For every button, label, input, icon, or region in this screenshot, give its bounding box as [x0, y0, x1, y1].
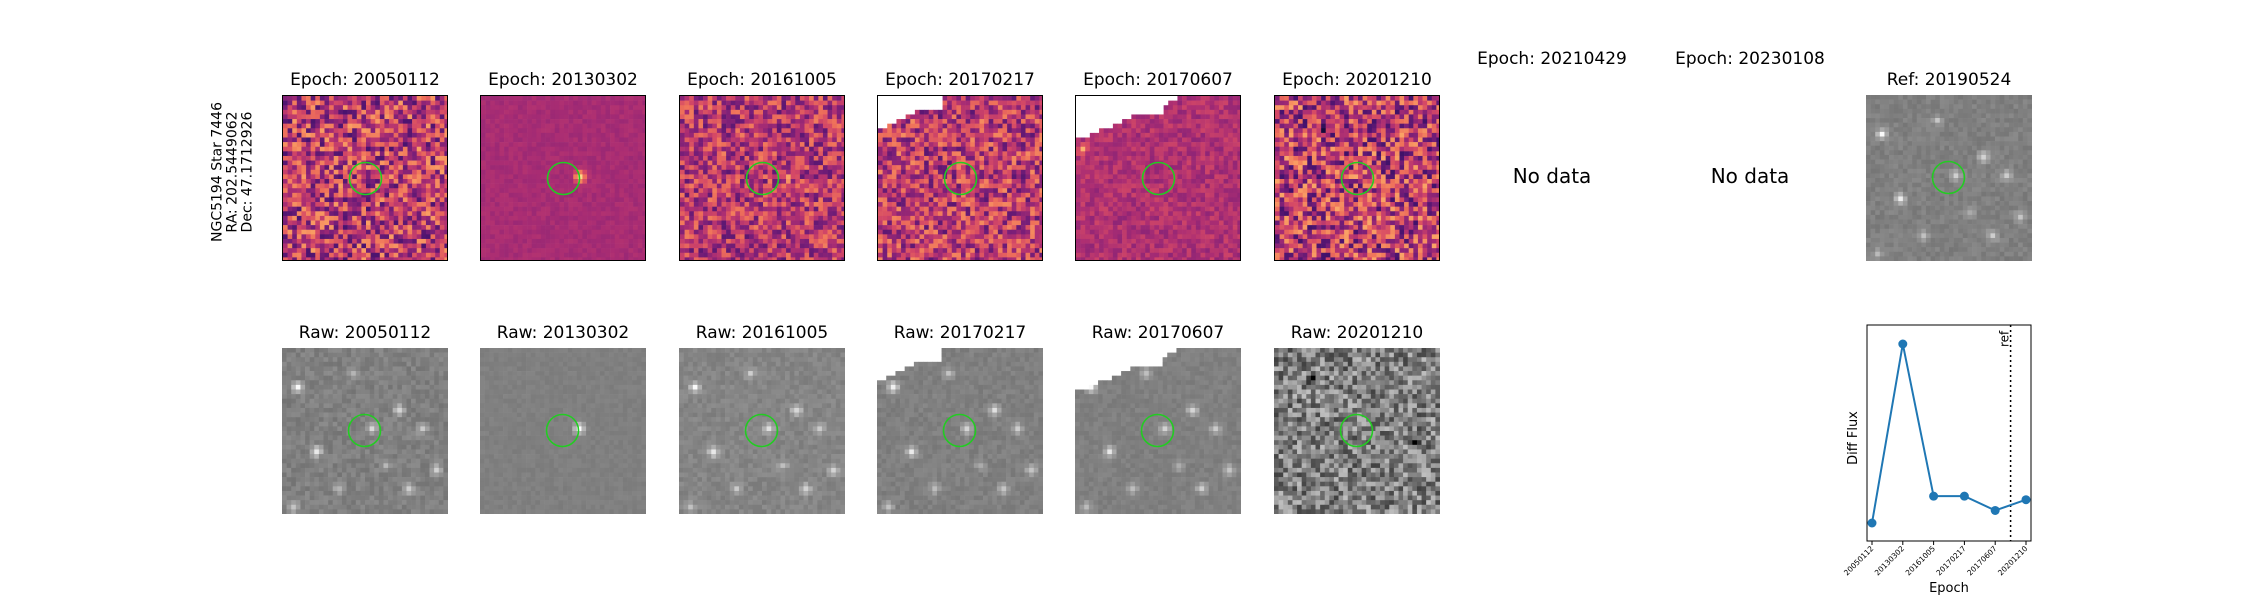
x-tick-label: 20170607	[1965, 544, 1999, 578]
diff-title-2: Epoch: 20130302	[488, 70, 638, 90]
x-axis-label: Epoch	[1929, 581, 1969, 596]
raw-image-5	[1075, 348, 1241, 514]
target-circle	[744, 413, 779, 448]
data-point	[1929, 491, 1939, 501]
raw-title-6: Raw: 20201210	[1290, 323, 1424, 343]
diff-image-5	[1075, 95, 1241, 261]
target-circle	[545, 413, 580, 448]
raw-title-5: Raw: 20170607	[1091, 323, 1225, 343]
diff-title-7: Epoch: 20210429	[1477, 49, 1627, 69]
diff-image-3	[679, 95, 845, 261]
diff-title-3: Epoch: 20161005	[687, 70, 837, 90]
raw-image-6	[1274, 348, 1440, 514]
data-point	[1990, 505, 2000, 515]
no-data-2: No data	[1710, 164, 1790, 188]
x-tick-label: 20201210	[1996, 544, 2030, 578]
raw-image-3	[679, 348, 845, 514]
diff-title-6: Epoch: 20201210	[1282, 70, 1432, 90]
diff-image-6	[1274, 95, 1440, 261]
target-circle	[943, 161, 978, 196]
raw-image-2	[480, 348, 646, 514]
raw-title-4: Raw: 20170217	[893, 323, 1027, 343]
raw-image-1	[282, 348, 448, 514]
target-circle	[347, 413, 382, 448]
target-circle	[1931, 160, 1966, 195]
diff-title-8: Epoch: 20230108	[1675, 49, 1825, 69]
diff-title-5: Epoch: 20170607	[1083, 70, 1233, 90]
series-line	[1871, 343, 2027, 524]
data-point	[1959, 491, 1969, 501]
x-tick-label: 20161005	[1904, 544, 1938, 578]
diff-title-4: Epoch: 20170217	[885, 70, 1035, 90]
target-circle	[745, 161, 780, 196]
target-circle	[1140, 413, 1175, 448]
diff-image-2	[480, 95, 646, 261]
target-circle	[1340, 161, 1375, 196]
target-circle	[348, 161, 383, 196]
target-dec: Dec: 47.1712926	[239, 111, 256, 233]
data-point	[2021, 495, 2031, 505]
target-ra: RA: 202.5449062	[224, 111, 241, 233]
diff-image-4	[877, 95, 1043, 261]
diff-image-1	[282, 95, 448, 261]
target-name: NGC5194 Star 7446	[209, 102, 226, 242]
target-circle	[546, 161, 581, 196]
x-tick-label: 20050112	[1842, 544, 1876, 578]
raw-title-3: Raw: 20161005	[695, 323, 829, 343]
diff-title-1: Epoch: 20050112	[290, 70, 440, 90]
target-circle	[1141, 161, 1176, 196]
reference-line-label: ref	[1998, 330, 2012, 347]
target-circle	[942, 413, 977, 448]
plot-frame	[1866, 324, 2032, 542]
data-point	[1898, 339, 1908, 349]
x-tick-label: 20170217	[1934, 544, 1968, 578]
data-point	[1867, 518, 1877, 528]
raw-image-4	[877, 348, 1043, 514]
no-data-1: No data	[1512, 164, 1592, 188]
target-circle	[1339, 413, 1374, 448]
raw-title-2: Raw: 20130302	[496, 323, 630, 343]
target-label: NGC5194 Star 7446 RA: 202.5449062 Dec: 4…	[210, 92, 256, 252]
ref-image	[1866, 95, 2032, 261]
y-axis-label: Diff Flux	[1846, 411, 1861, 465]
diff-flux-chart: ref 2005011220130302201610052017021720170…	[1842, 324, 2032, 596]
raw-title-1: Raw: 20050112	[298, 323, 432, 343]
x-tick-label: 20130302	[1873, 544, 1907, 578]
ref-title: Ref: 20190524	[1886, 70, 2012, 90]
